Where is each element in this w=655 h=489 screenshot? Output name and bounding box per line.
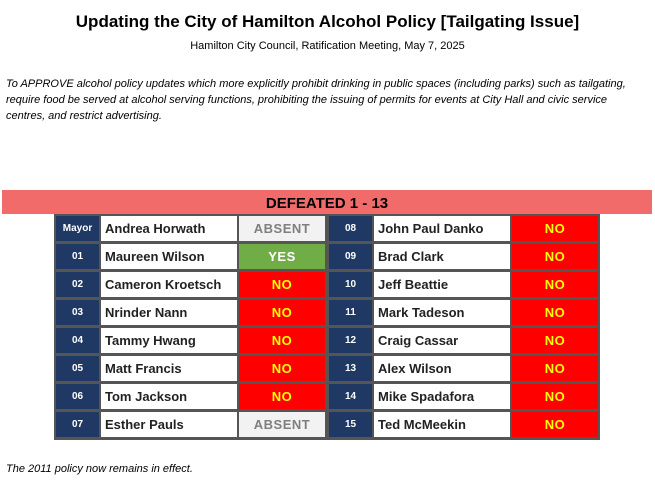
vote-badge: NO [239,300,325,325]
vote-badge: NO [512,244,598,269]
councillor-name: Jeff Beattie [374,272,510,297]
councillor-name: Craig Cassar [374,328,510,353]
vote-badge: NO [512,356,598,381]
page-title: Updating the City of Hamilton Alcohol Po… [75,12,580,31]
councillor-name: Esther Pauls [101,412,237,437]
ward-number: 02 [56,272,99,297]
ward-number: 14 [329,384,372,409]
vote-badge: NO [239,356,325,381]
ward-number: 06 [56,384,99,409]
ward-number: 10 [329,272,372,297]
result-banner: DEFEATED 1 - 13 [2,190,652,214]
vote-badge: NO [512,412,598,437]
councillor-name: Nrinder Nann [101,300,237,325]
ward-number: 13 [329,356,372,381]
vote-badge: NO [239,328,325,353]
vote-badge: NO [512,216,598,241]
ward-number: Mayor [56,216,99,241]
vote-badge: ABSENT [239,412,325,437]
councillor-name: Mark Tadeson [374,300,510,325]
vote-badge: NO [512,384,598,409]
councillor-name: Brad Clark [374,244,510,269]
councillor-name: Maureen Wilson [101,244,237,269]
vote-badge: NO [512,300,598,325]
vote-badge: NO [239,384,325,409]
vote-table: Mayor Andrea Horwath ABSENT 01 Maureen Wilso… [54,214,600,440]
vote-badge: NO [239,272,325,297]
councillor-name: Tammy Hwang [101,328,237,353]
vote-badge: NO [512,272,598,297]
motion-description: To APPROVE alcohol policy updates which … [6,78,626,122]
councillor-name: Mike Spadafora [374,384,510,409]
vote-badge: NO [512,328,598,353]
ward-number: 01 [56,244,99,269]
councillor-name: Ted McMeekin [374,412,510,437]
ward-number: 12 [329,328,372,353]
councillor-name: Tom Jackson [101,384,237,409]
ward-number: 11 [329,300,372,325]
page-subtitle: Hamilton City Council, Ratification Meet… [190,40,465,52]
vote-badge: ABSENT [239,216,325,241]
ward-number: 05 [56,356,99,381]
ward-number: 08 [329,216,372,241]
councillor-name: Matt Francis [101,356,237,381]
vote-badge: YES [239,244,325,269]
ward-number: 07 [56,412,99,437]
councillor-name: Alex Wilson [374,356,510,381]
ward-number: 04 [56,328,99,353]
ward-number: 15 [329,412,372,437]
footer-note: The 2011 policy now remains in effect. [6,463,193,475]
councillor-name: Cameron Kroetsch [101,272,237,297]
ward-number: 03 [56,300,99,325]
councillor-name: John Paul Danko [374,216,510,241]
ward-number: 09 [329,244,372,269]
councillor-name: Andrea Horwath [101,216,237,241]
